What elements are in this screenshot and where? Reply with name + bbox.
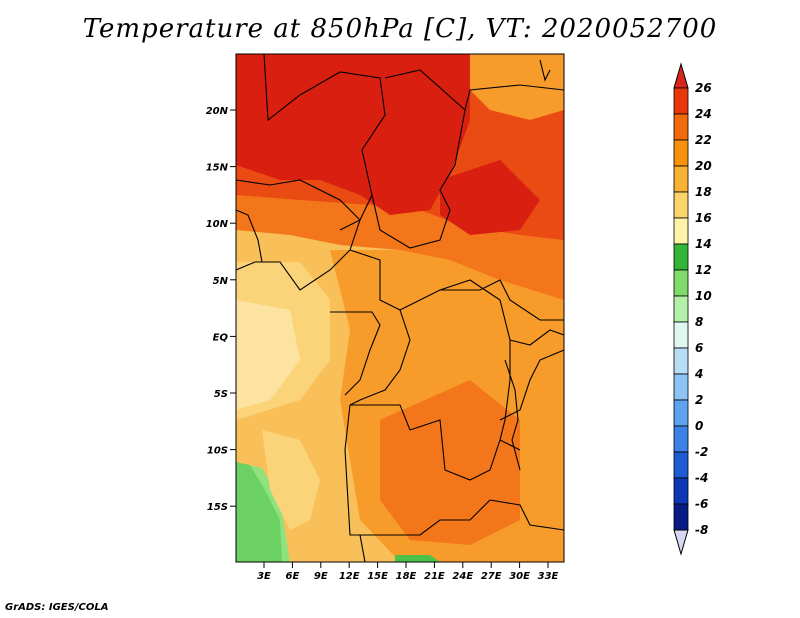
lon-tick-label: 27E [481,571,502,582]
colorbar-swatch [673,113,689,141]
colorbar-label: 22 [695,133,712,147]
field-yellow-sw [262,430,320,530]
lat-tick-label: 5N [213,276,229,287]
colorbar-swatch [673,217,689,245]
colorbar-swatch [673,451,689,479]
colorbar-swatch [673,87,689,115]
lon-tick-label: 24E [452,571,473,582]
lon-tick-label: 30E [509,571,530,582]
latitude-axis: 20N 15N 10N 5N EQ 5S 10S 15S [206,106,236,513]
border-path-15 [359,534,366,562]
border-path-7 [330,311,381,396]
colorbar-arrow-bottom [673,529,689,556]
border-path-12 [489,499,564,531]
lat-tick-label: EQ [213,332,229,343]
colorbar-label: 20 [695,159,712,173]
colorbar-label: 8 [695,315,703,329]
border-path-16 [539,59,551,82]
colorbar-swatch [673,321,689,349]
colorbar-label: 12 [695,263,712,277]
field-green-dark-sw [236,462,282,562]
colorbar-swatch [673,425,689,453]
lon-tick-label: 18E [396,571,417,582]
border-path-6 [349,249,564,321]
lat-tick-label: 10S [207,446,228,457]
colorbar-arrow-top [673,62,689,89]
colorbar-label: 6 [695,341,703,355]
border-path-8 [349,309,411,406]
colorbar-label: 16 [695,211,712,225]
colorbar-swatch [673,295,689,323]
longitude-axis: 3E 6E 9E 12E 15E 18E 21E 24E 27E 30E 33E [257,562,559,582]
colorbar-swatch [673,477,689,505]
colorbar-swatch [673,269,689,297]
lon-tick-label: 33E [538,571,559,582]
lat-tick-label: 20N [206,106,229,117]
map-frame [235,53,565,563]
temperature-field [236,54,564,562]
lon-tick-label: 3E [257,571,271,582]
field-hot-east [440,160,540,235]
border-path-14 [509,329,564,346]
colorbar-swatch [673,165,689,193]
lon-tick-label: 21E [424,571,445,582]
lon-tick-label: 12E [339,571,360,582]
colorbar-label: -8 [695,523,708,537]
lon-tick-label: 6E [286,571,300,582]
border-path-1 [263,54,386,231]
colorbar-label: 0 [695,419,703,433]
chart-title: Temperature at 850hPa [C], VT: 202005270… [82,14,718,44]
colorbar-label: 4 [694,367,703,381]
border-path-2 [371,69,466,249]
colorbar-swatch [673,243,689,271]
border-path-13 [499,349,564,421]
lat-tick-label: 15N [206,163,229,174]
colorbar-label: -6 [695,497,708,511]
colorbar-swatch [673,503,689,531]
colorbar-swatch [673,347,689,375]
colorbar-swatch [673,191,689,219]
lon-tick-label: 9E [314,571,328,582]
colorbar-swatch [673,139,689,167]
footer-credit: GrADS: IGES/COLA [5,602,109,613]
colorbar-swatch [673,399,689,427]
lake-outline [504,359,521,471]
border-path-9 [439,279,521,451]
colorbar-label: 18 [695,185,712,199]
field-ne-orange [470,54,564,120]
colorbar-label: 24 [695,107,712,121]
field-hot-core [236,54,470,215]
field-orange-south [380,380,520,545]
lat-tick-label: 15S [207,502,228,513]
colorbar-label: 2 [695,393,703,407]
border-path-5 [236,209,263,263]
country-borders [236,54,564,562]
colorbar-label: 10 [695,289,712,303]
colorbar-label: -4 [695,471,708,485]
colorbar-swatch [673,373,689,401]
field-green-south [395,555,440,562]
border-path-11 [344,404,491,536]
field-pale-west [236,300,300,410]
colorbar-label: -2 [695,445,708,459]
colorbar-label: 14 [695,237,712,251]
colorbar-label: 26 [695,81,712,95]
lat-tick-label: 5S [214,389,228,400]
border-path-10 [350,404,501,481]
border-path-3 [464,84,564,111]
lon-tick-label: 15E [367,571,388,582]
lat-tick-label: 10N [206,219,229,230]
